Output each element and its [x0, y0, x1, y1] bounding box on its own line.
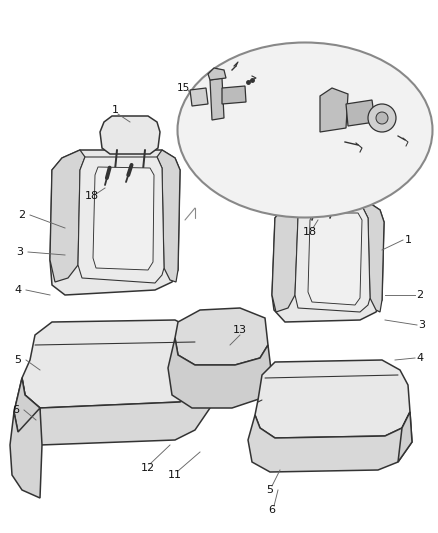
Polygon shape — [175, 308, 268, 365]
Polygon shape — [320, 88, 348, 132]
Text: 4: 4 — [417, 353, 424, 363]
Text: 9: 9 — [397, 99, 403, 109]
Text: 2: 2 — [417, 290, 424, 300]
Text: 3: 3 — [418, 320, 425, 330]
Polygon shape — [398, 412, 412, 462]
Text: 18: 18 — [303, 227, 317, 237]
Text: 1: 1 — [112, 105, 119, 115]
Polygon shape — [363, 202, 384, 312]
Polygon shape — [78, 157, 164, 283]
Polygon shape — [295, 208, 370, 312]
Text: 6: 6 — [268, 505, 276, 515]
Text: 17: 17 — [401, 143, 415, 153]
Circle shape — [376, 112, 388, 124]
Ellipse shape — [177, 43, 432, 217]
Polygon shape — [305, 162, 358, 196]
Polygon shape — [308, 213, 362, 305]
Text: 5: 5 — [266, 485, 273, 495]
Text: 5: 5 — [14, 355, 21, 365]
Polygon shape — [222, 86, 246, 104]
Text: 13: 13 — [233, 325, 247, 335]
Polygon shape — [210, 78, 224, 120]
Polygon shape — [255, 360, 410, 438]
Polygon shape — [346, 100, 375, 126]
Text: 14: 14 — [313, 73, 327, 83]
Polygon shape — [168, 338, 272, 408]
Polygon shape — [93, 167, 154, 270]
Polygon shape — [22, 320, 208, 408]
Circle shape — [368, 104, 396, 132]
Polygon shape — [248, 412, 412, 472]
Polygon shape — [272, 202, 303, 312]
Polygon shape — [14, 375, 210, 445]
Polygon shape — [50, 150, 180, 295]
Polygon shape — [10, 408, 42, 498]
Polygon shape — [272, 202, 384, 322]
Polygon shape — [157, 150, 180, 282]
Polygon shape — [100, 116, 160, 154]
Text: 2: 2 — [18, 210, 25, 220]
Text: 16: 16 — [351, 153, 364, 163]
Text: 1: 1 — [405, 235, 411, 245]
Text: 4: 4 — [14, 285, 21, 295]
Text: 6: 6 — [13, 405, 20, 415]
Text: 10: 10 — [254, 57, 267, 67]
Polygon shape — [14, 378, 40, 445]
Text: 3: 3 — [17, 247, 24, 257]
Text: 18: 18 — [85, 191, 99, 201]
Polygon shape — [50, 150, 85, 282]
Text: 11: 11 — [168, 470, 182, 480]
Polygon shape — [190, 88, 208, 106]
Text: 9: 9 — [245, 67, 251, 77]
Text: 15: 15 — [177, 83, 190, 93]
Text: 12: 12 — [141, 463, 155, 473]
Text: 8: 8 — [194, 113, 201, 123]
Polygon shape — [208, 68, 226, 80]
